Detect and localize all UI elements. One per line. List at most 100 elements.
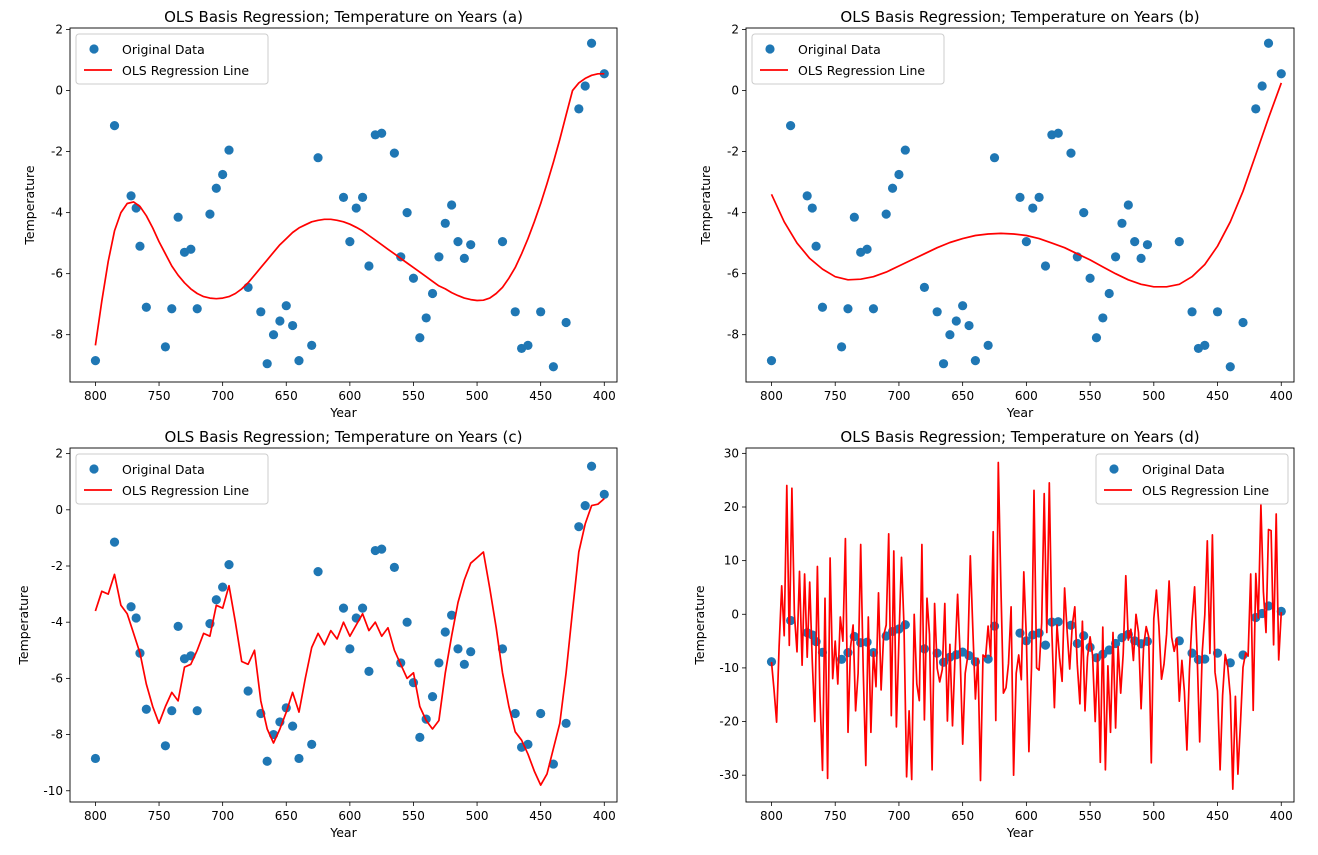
chart-c-ytick-label: 0: [55, 503, 63, 517]
chart-c-data-point: [294, 753, 304, 764]
chart-d-data-point: [919, 644, 930, 654]
chart-b-axes-frame: [745, 27, 1295, 383]
chart-d-ytick-label: 10: [724, 554, 739, 568]
chart-d-xlabel: Year: [1006, 825, 1034, 840]
chart-b-title: OLS Basis Regression; Temperature on Yea…: [840, 8, 1199, 26]
chart-a-xtick-label: 450: [529, 389, 552, 403]
chart-a-data-point: [126, 191, 136, 201]
chart-c: OLS Basis Regression; Temperature on Yea…: [16, 428, 618, 840]
chart-a-data-point: [510, 307, 520, 317]
chart-a-data-point: [192, 304, 202, 314]
chart-d-xtick-label: 600: [1015, 809, 1038, 823]
chart-a-data-point: [427, 288, 438, 299]
chart-b-data-point: [919, 282, 930, 292]
chart-a-ytick-label: -4: [51, 206, 63, 220]
chart-b-legend-label-points: Original Data: [798, 42, 881, 57]
chart-c-ylabel: Temperature: [16, 585, 31, 665]
chart-b-data-point: [802, 191, 812, 201]
chart-b-data-point: [1257, 81, 1267, 91]
chart-b-data-point: [843, 304, 853, 314]
chart-d-legend-label-points: Original Data: [1142, 462, 1225, 477]
chart-c-xlabel: Year: [329, 825, 357, 840]
chart-c-xtick-label: 700: [211, 809, 234, 823]
chart-c-data-point: [218, 582, 228, 592]
chart-a-xtick-label: 750: [148, 389, 171, 403]
chart-c-data-point: [434, 658, 444, 668]
chart-c-data-point: [173, 621, 183, 632]
chart-c-data-point: [466, 647, 476, 657]
chart-c-data-point: [548, 759, 558, 769]
chart-b-data-point: [900, 145, 910, 155]
chart-c-legend-label-points: Original Data: [122, 462, 205, 477]
chart-b-data-point: [945, 330, 955, 340]
chart-b-data-point: [1212, 307, 1223, 317]
chart-b-data-point: [1251, 104, 1261, 114]
chart-a-data-point: [453, 237, 463, 247]
chart-a-data-point: [415, 333, 425, 343]
chart-c-data-point: [313, 567, 323, 577]
chart-a-legend: Original Data OLS Regression Line: [75, 33, 269, 85]
chart-c-data-point: [224, 559, 234, 570]
chart-c-data-point: [307, 739, 317, 750]
chart-a-ytick-label: -2: [51, 145, 63, 159]
chart-a-data-point: [434, 252, 444, 262]
chart-a-xtick-label: 550: [402, 389, 425, 403]
chart-a-data-point: [447, 200, 457, 210]
chart-a-ytick-label: 2: [55, 23, 63, 37]
chart-a-data-point: [205, 209, 215, 219]
chart-c-data-point: [599, 489, 609, 499]
chart-d-data-point: [766, 657, 777, 667]
chart-c-xtick-label: 450: [529, 809, 552, 823]
chart-a-data-point: [109, 121, 120, 131]
chart-b-data-point: [811, 241, 821, 251]
chart-a-data-point: [313, 153, 323, 163]
chart-a-xtick-label: 400: [593, 389, 616, 403]
chart-c-ytick-label: -4: [51, 615, 63, 629]
chart-a-data-point: [186, 244, 196, 254]
chart-b-ytick-label: -2: [727, 145, 739, 159]
chart-b: OLS Basis Regression; Temperature on Yea…: [698, 8, 1295, 420]
chart-b-data-point: [786, 121, 796, 131]
chart-b-ytick-label: -8: [727, 328, 739, 342]
chart-c-xtick-label: 550: [402, 809, 425, 823]
chart-a-data-point: [364, 261, 374, 271]
chart-b-data-point: [932, 307, 942, 317]
chart-a-data-point: [586, 38, 597, 48]
chart-a-data-point: [421, 313, 431, 323]
chart-d-legend-box: [1095, 453, 1289, 505]
chart-b-data-point: [1200, 340, 1210, 350]
chart-b-ytick-label: -4: [727, 206, 739, 220]
chart-a-legend-box: [75, 33, 269, 85]
chart-d-data-point: [1072, 638, 1082, 649]
chart-c-data-point: [427, 692, 438, 702]
chart-c-data-point: [288, 721, 298, 731]
chart-d-axes-frame: [745, 447, 1295, 803]
chart-c-ytick-label: -8: [51, 728, 63, 742]
chart-c-xtick-label: 500: [466, 809, 489, 823]
chart-c-data-point: [536, 708, 546, 719]
chart-d-ylabel: Temperature: [692, 585, 707, 665]
chart-c-data-point: [192, 706, 202, 716]
chart-b-data-point: [1187, 307, 1197, 317]
chart-c-xtick-label: 750: [148, 809, 171, 823]
chart-c-ytick-label: -6: [51, 671, 63, 685]
chart-b-data-point: [1085, 273, 1095, 283]
chart-b-data-point: [989, 153, 1000, 163]
chart-b-xtick-label: 700: [887, 389, 910, 403]
chart-a-legend-marker-points: [89, 44, 99, 54]
chart-d-legend-marker-points: [1109, 464, 1119, 474]
chart-d-data-point: [1040, 640, 1051, 650]
chart-b-xtick-label: 800: [760, 389, 783, 403]
chart-b-xtick-label: 750: [824, 389, 847, 403]
chart-a-data-point: [275, 316, 285, 326]
chart-c-regression-line: [94, 497, 605, 786]
chart-a-ytick-label: -6: [51, 267, 63, 281]
chart-b-data-point: [1021, 237, 1031, 247]
chart-b-legend-box: [751, 33, 945, 85]
chart-b-data-point: [1142, 240, 1153, 250]
chart-b-data-point: [1263, 38, 1274, 48]
chart-b-data-point: [817, 302, 828, 312]
chart-b-data-point: [836, 342, 847, 352]
chart-a-data-point: [218, 169, 228, 180]
